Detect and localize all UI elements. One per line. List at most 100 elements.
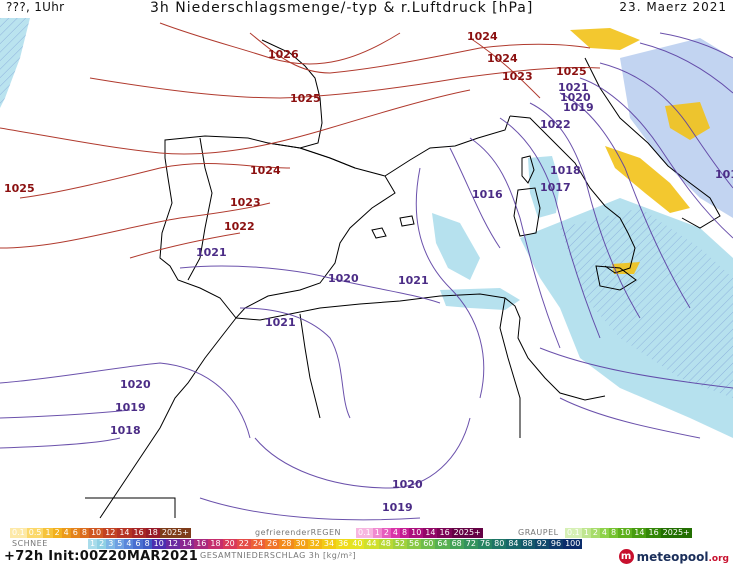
isobar-label: 1018 <box>550 164 581 177</box>
border-spain-portugal <box>187 137 213 281</box>
legend-scale-cell: 2025+ <box>451 528 483 538</box>
legend-scale-cell: 20 <box>222 539 237 549</box>
coastline-layer <box>85 39 721 519</box>
legend-scale-cell: 14 <box>632 528 647 538</box>
border-sahara <box>85 497 176 518</box>
legend-scale-cell: 96 <box>548 539 564 549</box>
legend-scale-cell: 0.1 <box>356 528 373 538</box>
legend-scale-cell: 0.5 <box>26 528 44 538</box>
legend-scale-cell: 2 <box>381 528 391 538</box>
legend-scale-cell: 22 <box>236 539 251 549</box>
legend-scale-cell: 8 <box>142 539 152 549</box>
legend-scale-cell: 2 <box>97 539 107 549</box>
isobar-label: 1021 <box>265 316 296 329</box>
snow-area-italy <box>605 146 690 213</box>
legend-scale-cell: 10 <box>88 528 104 538</box>
coast-france-bay-of-biscay <box>261 39 323 149</box>
isobar-label: 1017 <box>540 181 571 194</box>
meteopool-logo[interactable]: m meteopool.org <box>618 549 729 564</box>
legend-scale-cell: 16 <box>437 528 452 538</box>
legend-scale-cell: 10 <box>409 528 424 538</box>
coast-italy-east <box>584 57 721 229</box>
snow-area-adriatic <box>665 102 710 140</box>
legend-scale-cell: 64 <box>435 539 450 549</box>
legend-scale-cell: 26 <box>265 539 280 549</box>
legend-scale-cell: 14 <box>117 528 132 538</box>
isobar-label: 1018 <box>110 424 141 437</box>
legend-scale-cell: 8 <box>609 528 619 538</box>
isobar-label: 1021 <box>196 246 227 259</box>
isobar-label: 1025 <box>556 65 587 78</box>
isobar-label: 1016 <box>472 188 503 201</box>
border-algeria-tunisia <box>499 297 521 438</box>
legend-scale-cell: 24 <box>250 539 266 549</box>
rain-area-sicily-hatch <box>560 208 733 398</box>
legend-scale-cell: 2 <box>590 528 600 538</box>
isobar-label: 1024 <box>487 52 518 65</box>
map-canvas: 1024 1026 1025 1025 1024 1023 1022 1024 … <box>0 18 733 521</box>
snow-scale: 0.1 0.5 1 2 4 6 8 10 12 14 16 18 2025+ <box>10 528 191 538</box>
border-morocco-algeria <box>299 313 321 419</box>
forecast-time-label: ???, 1Uhr <box>6 0 65 14</box>
legend-scale-cell: 16 <box>194 539 209 549</box>
total-precip-scale: 1 2 3 5 4 6 8 10 12 14 16 18 20 22 24 26 28 30 32 34 36 40 44 4… <box>88 539 583 549</box>
precipitation-layer <box>0 18 733 438</box>
isobar-label: 101 <box>715 168 733 181</box>
freezing-rain-scale: 0.1 1 2 4 8 10 14 16 2025+ <box>356 528 483 538</box>
legend-scale-cell: 40 <box>350 539 365 549</box>
legend: 0.1 0.5 1 2 4 6 8 10 12 14 16 18 2025+ SCHNEE gefrie… <box>0 522 733 566</box>
coast-morocco-atlantic <box>99 317 237 519</box>
snow-area-calabria <box>612 262 640 274</box>
rain-area-algeria-coast <box>440 288 520 310</box>
legend-scale-cell: 14 <box>180 539 195 549</box>
legend-scale-cell: 4 <box>599 528 610 538</box>
legend-scale-cell: 44 <box>364 539 379 549</box>
isobar-label: 1020 <box>392 478 423 491</box>
legend-scale-cell: 6 <box>70 528 80 538</box>
legend-scale-cell: 80 <box>492 539 507 549</box>
legend-scale-cell: 4 <box>390 528 401 538</box>
logo-text: meteopool.org <box>636 549 729 564</box>
isobar-label: 1019 <box>115 401 146 414</box>
legend-scale-cell: 92 <box>534 539 549 549</box>
legend-scale-cell: 36 <box>336 539 351 549</box>
coast-north-africa <box>235 293 606 401</box>
isobar-label: 1020 <box>120 378 151 391</box>
isobar-label: 1025 <box>4 182 35 195</box>
legend-scale-cell: 18 <box>208 539 223 549</box>
island-baleares <box>371 215 415 239</box>
legend-scale-cell: 3 <box>106 539 116 549</box>
legend-scale-cell: 76 <box>477 539 493 549</box>
island-sicily <box>595 265 637 291</box>
legend-scale-cell: 16 <box>646 528 661 538</box>
init-time: +72h Init:00Z20MAR2021 <box>4 549 199 564</box>
rain-area-sardinia <box>528 156 560 218</box>
isobars-high <box>0 22 601 259</box>
total-precip-label: GESAMTNIEDERSCHLAG 3h [kg/m²] <box>200 551 357 560</box>
isobar-label: 1023 <box>230 196 261 209</box>
legend-scale-cell: 1 <box>581 528 591 538</box>
legend-scale-cell: 60 <box>421 539 436 549</box>
isobar-label: 1025 <box>290 92 321 105</box>
weather-map: 1024 1026 1025 1025 1024 1023 1022 1024 … <box>0 18 733 522</box>
legend-scale-cell: 56 <box>407 539 422 549</box>
isobar-label: 1022 <box>224 220 255 233</box>
legend-scale-cell: 88 <box>520 539 535 549</box>
legend-scale-cell: 1 <box>43 528 53 538</box>
legend-scale-cell: 12 <box>165 539 181 549</box>
legend-scale-cell: 0.1 <box>10 528 27 538</box>
legend-scale-cell: 2 <box>52 528 62 538</box>
legend-scale-cell: 84 <box>506 539 521 549</box>
graupel-label: GRAUPEL <box>518 528 559 537</box>
legend-scale-cell: 48 <box>378 539 393 549</box>
legend-scale-cell: 1 <box>372 528 382 538</box>
island-corsica <box>521 155 535 184</box>
isobar-label: 1023 <box>502 70 533 83</box>
isobar-label: 1021 <box>398 274 429 287</box>
legend-scale-cell: 4 <box>61 528 71 538</box>
island-sardinia <box>513 187 541 237</box>
legend-scale-cell: 14 <box>423 528 438 538</box>
legend-scale-cell: 16 <box>131 528 146 538</box>
legend-scale-cell: 4 <box>124 539 134 549</box>
isobar-label: 1024 <box>250 164 281 177</box>
